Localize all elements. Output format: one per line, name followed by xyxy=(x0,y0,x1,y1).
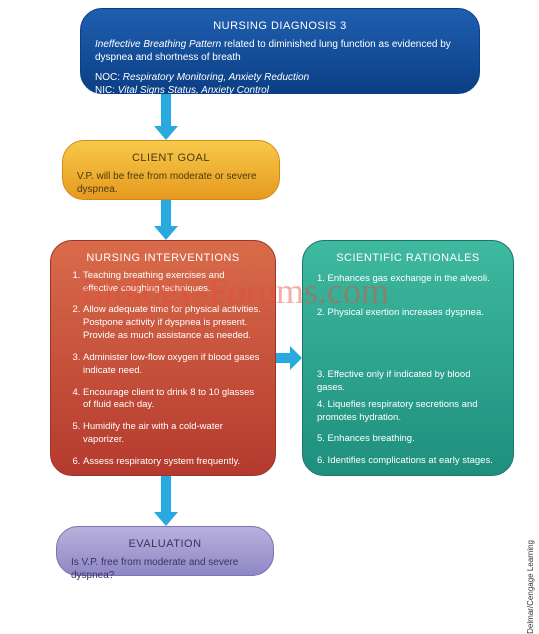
intervention-item: Teaching breathing exercises and effecti… xyxy=(83,270,261,296)
diagnosis-problem: Ineffective Breathing Pattern xyxy=(95,39,221,50)
rationale-item: 4. Liquefies respiratory secretions and … xyxy=(317,399,499,425)
interventions-title: NURSING INTERVENTIONS xyxy=(65,251,261,266)
nic-label: NIC: xyxy=(95,85,115,96)
intervention-item: Allow adequate time for physical activit… xyxy=(83,304,261,342)
intervention-item: Encourage client to drink 8 to 10 glasse… xyxy=(83,387,261,413)
evaluation-body: Is V.P. free from moderate and severe dy… xyxy=(71,556,259,583)
rationale-item: 6. Identifies complications at early sta… xyxy=(317,455,499,468)
intervention-item: Administer low-flow oxygen if blood gase… xyxy=(83,352,261,378)
nic-value: Vital Signs Status, Anxiety Control xyxy=(118,85,269,96)
arrow-goal-to-interv xyxy=(154,200,178,240)
goal-body: V.P. will be free from moderate or sever… xyxy=(77,170,265,197)
credit-text: Delmar/Cengage Learning xyxy=(526,540,535,634)
intervention-item: Humidify the air with a cold-water vapor… xyxy=(83,421,261,447)
diagnosis-title: NURSING DIAGNOSIS 3 xyxy=(95,19,465,34)
rationale-item: 3. Effective only if indicated by blood … xyxy=(317,369,499,395)
rationale-item: 5. Enhances breathing. xyxy=(317,433,499,446)
rationales-box: SCIENTIFIC RATIONALES 1. Enhances gas ex… xyxy=(302,240,514,476)
rationales-title: SCIENTIFIC RATIONALES xyxy=(317,251,499,266)
goal-title: CLIENT GOAL xyxy=(77,151,265,166)
rationale-item: 1. Enhances gas exchange in the alveoli. xyxy=(317,273,499,286)
evaluation-title: EVALUATION xyxy=(71,537,259,552)
diagnosis-nic-line: NIC: Vital Signs Status, Anxiety Control xyxy=(95,84,465,98)
interventions-box: NURSING INTERVENTIONS Teaching breathing… xyxy=(50,240,276,476)
noc-label: NOC: xyxy=(95,72,120,83)
noc-value: Respiratory Monitoring, Anxiety Reductio… xyxy=(123,72,309,83)
arrow-diag-to-goal xyxy=(154,94,178,140)
diagnosis-body: Ineffective Breathing Pattern related to… xyxy=(95,38,465,65)
diagnosis-box: NURSING DIAGNOSIS 3 Ineffective Breathin… xyxy=(80,8,480,94)
arrow-interv-to-eval xyxy=(154,476,178,526)
intervention-item: Assess respiratory system frequently. xyxy=(83,456,261,469)
rationale-item: 2. Physical exertion increases dyspnea. xyxy=(317,307,499,320)
arrow-interv-to-rat xyxy=(276,346,302,370)
evaluation-box: EVALUATION Is V.P. free from moderate an… xyxy=(56,526,274,576)
diagnosis-noc-line: NOC: Respiratory Monitoring, Anxiety Red… xyxy=(95,71,465,85)
interventions-list: Teaching breathing exercises and effecti… xyxy=(65,270,261,469)
goal-box: CLIENT GOAL V.P. will be free from moder… xyxy=(62,140,280,200)
